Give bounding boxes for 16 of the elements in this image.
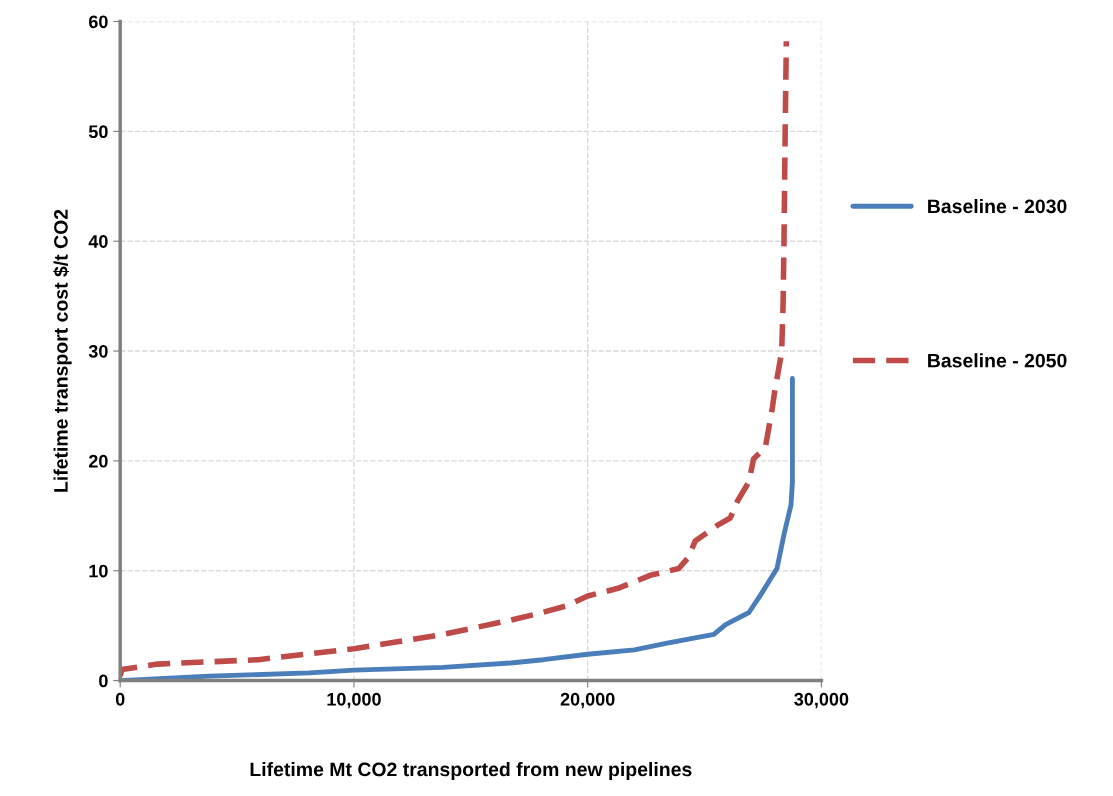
y-tick-label: 50 (88, 125, 108, 139)
line-series (120, 376, 795, 681)
x-tick-label: 30,000 (794, 692, 849, 709)
y-tick-label: 60 (88, 15, 108, 29)
x-tick-label: 20,000 (560, 692, 615, 709)
y-tick-label: 20 (88, 454, 108, 468)
y-tick-label: 40 (88, 235, 108, 248)
y-tick-label: 10 (89, 564, 108, 578)
legend-label: Baseline - 2030 (928, 198, 1067, 214)
y-tick-label: 30 (88, 344, 108, 358)
y-tick-label: 0 (99, 674, 108, 688)
x-axis-title: Lifetime Mt CO2 transported from new pipelines (250, 761, 692, 781)
legend-label: Baseline - 2050 (928, 353, 1067, 368)
y-axis-title: Lifetime transport cost $/t CO2 (53, 209, 72, 492)
x-tick-label: 0 (115, 692, 125, 706)
x-tick-label: 10,000 (327, 692, 381, 709)
